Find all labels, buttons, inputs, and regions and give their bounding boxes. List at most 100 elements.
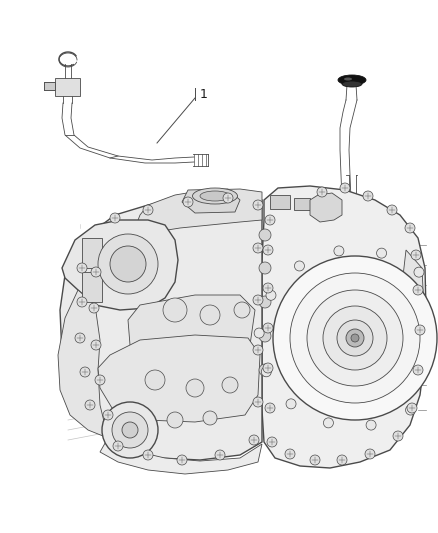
Circle shape [143,450,153,460]
Circle shape [177,455,187,465]
Circle shape [263,245,273,255]
Polygon shape [135,189,262,240]
Polygon shape [402,250,424,370]
Circle shape [393,431,403,441]
Circle shape [122,422,138,438]
Circle shape [365,449,375,459]
Polygon shape [58,290,108,438]
Circle shape [377,248,387,258]
Circle shape [110,213,120,223]
Circle shape [267,437,277,447]
Circle shape [387,205,397,215]
Circle shape [85,400,95,410]
Circle shape [253,345,263,355]
Circle shape [103,410,113,420]
Polygon shape [182,189,240,213]
Ellipse shape [342,81,362,87]
Circle shape [407,403,417,413]
Ellipse shape [338,75,366,85]
Circle shape [259,330,271,342]
Circle shape [203,411,217,425]
Polygon shape [55,78,80,96]
Text: 1: 1 [200,88,208,101]
Circle shape [259,229,271,241]
Circle shape [285,449,295,459]
Ellipse shape [200,191,230,201]
Circle shape [413,285,423,295]
Circle shape [317,187,327,197]
Circle shape [259,296,271,308]
Circle shape [405,223,415,233]
Circle shape [323,418,333,428]
Circle shape [261,367,271,377]
Circle shape [80,367,90,377]
Circle shape [307,290,403,386]
Polygon shape [294,198,310,210]
Polygon shape [310,193,342,222]
Circle shape [234,302,250,318]
Circle shape [77,297,87,307]
Circle shape [215,450,225,460]
Circle shape [363,191,373,201]
Circle shape [253,295,263,305]
Polygon shape [44,82,55,90]
Circle shape [265,403,275,413]
Circle shape [259,262,271,274]
Circle shape [265,215,275,225]
Polygon shape [100,438,262,474]
Circle shape [310,455,320,465]
Circle shape [253,200,263,210]
Circle shape [183,197,193,207]
Ellipse shape [192,188,237,204]
Polygon shape [82,272,102,302]
Ellipse shape [344,77,352,80]
Circle shape [286,399,296,409]
Circle shape [263,323,273,333]
Circle shape [290,273,420,403]
Circle shape [337,455,347,465]
Circle shape [186,379,204,397]
Circle shape [346,329,364,347]
Circle shape [75,333,85,343]
Polygon shape [82,238,102,268]
Polygon shape [98,335,260,422]
Polygon shape [60,196,262,460]
Circle shape [249,435,259,445]
Circle shape [167,412,183,428]
Circle shape [102,402,158,458]
Circle shape [413,365,423,375]
Circle shape [406,405,416,415]
Circle shape [143,205,153,215]
Polygon shape [262,186,426,468]
Circle shape [200,305,220,325]
Circle shape [415,325,425,335]
Circle shape [323,306,387,370]
Circle shape [112,412,148,448]
Circle shape [253,397,263,407]
Circle shape [254,328,264,338]
Circle shape [98,234,158,294]
Circle shape [113,441,123,451]
Circle shape [414,267,424,277]
Circle shape [223,193,233,203]
Circle shape [91,267,101,277]
Circle shape [337,320,373,356]
Polygon shape [270,195,290,209]
Circle shape [253,243,263,253]
Circle shape [334,246,344,256]
Circle shape [366,420,376,430]
Circle shape [89,303,99,313]
Circle shape [294,261,304,271]
Circle shape [145,370,165,390]
Circle shape [263,363,273,373]
Polygon shape [312,203,326,213]
Circle shape [77,263,87,273]
Circle shape [110,246,146,282]
Circle shape [91,340,101,350]
Circle shape [266,290,276,300]
Circle shape [222,377,238,393]
Circle shape [340,183,350,193]
Circle shape [273,256,437,420]
Circle shape [263,283,273,293]
Circle shape [95,375,105,385]
